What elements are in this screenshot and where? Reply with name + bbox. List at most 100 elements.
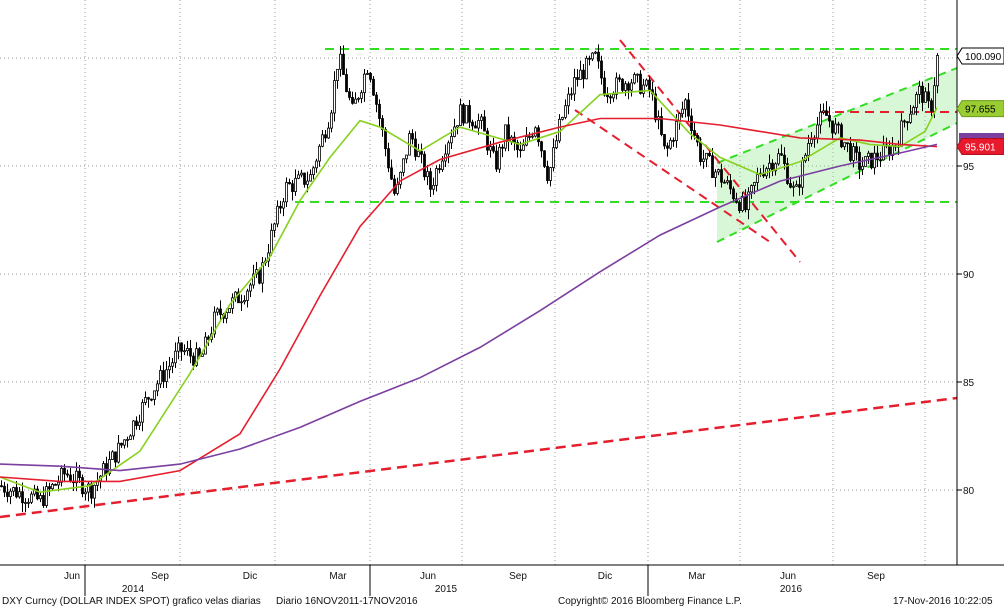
candle-body (783, 154, 786, 165)
candle-body (327, 127, 330, 139)
candle-body (585, 57, 588, 80)
candle-body (561, 116, 564, 120)
candle-body (108, 459, 111, 475)
candle-body (903, 120, 906, 123)
candle-body (660, 116, 663, 135)
candle-body (744, 195, 747, 211)
candle-body (279, 205, 282, 209)
candle-body (591, 52, 594, 60)
x-month-label: Sep (509, 571, 527, 582)
ma-line (0, 89, 938, 494)
candle-body (711, 155, 714, 178)
candle-body (33, 488, 36, 495)
candle-body (819, 111, 822, 126)
candle-body (507, 124, 510, 142)
purple-ma-badge (959, 133, 1004, 143)
candle-body (369, 73, 372, 80)
candle-body (573, 77, 576, 95)
candle-body (552, 147, 555, 168)
x-month-label: Dic (243, 571, 257, 582)
candle-body (747, 191, 750, 211)
y-tick-label: 90 (963, 270, 975, 281)
candle-body (228, 307, 231, 313)
candle-body (852, 146, 855, 161)
candle-body (126, 439, 129, 441)
price-badge-label: 95.901 (965, 143, 996, 154)
channel-upper-line (716, 67, 958, 164)
candle-body (516, 142, 519, 151)
candle-body (681, 108, 684, 115)
footer-instrument: DXY Curncy (DOLLAR INDEX SPOT) grafico v… (2, 596, 261, 607)
candle-body (627, 83, 630, 91)
candle-body (543, 150, 546, 167)
candle-body (387, 148, 390, 169)
candle-body (312, 167, 315, 175)
candle-body (177, 342, 180, 352)
candle-body (6, 491, 9, 497)
candle-body (471, 121, 474, 127)
candle-body (633, 74, 636, 84)
footer-period: Diario 16NOV2011-17NOV2016 (276, 596, 418, 607)
candle-body (486, 130, 489, 151)
candle-body (480, 116, 483, 121)
candle-body (24, 502, 27, 504)
candle-body (726, 180, 729, 183)
candle-body (528, 135, 531, 138)
candle-body (594, 51, 597, 54)
candle-body (27, 501, 30, 504)
candle-body (354, 98, 357, 104)
candle-body (81, 477, 84, 495)
candle-body (477, 120, 480, 129)
candle-body (888, 145, 891, 156)
x-month-label: Jun (420, 571, 436, 582)
price-badges: 100.090 97.655 95.901 (956, 47, 1004, 156)
candle-body (63, 467, 66, 475)
candle-body (318, 145, 321, 162)
price-badge-box (956, 100, 1004, 118)
candle-body (588, 57, 591, 60)
candle-body (330, 112, 333, 129)
candle-body (342, 53, 345, 75)
candle-body (78, 470, 81, 478)
candle-body (738, 201, 741, 212)
x-month-label: Dic (598, 571, 612, 582)
candle-body (828, 115, 831, 122)
x-year-label: 2014 (122, 584, 145, 595)
candle-body (384, 129, 387, 150)
candle-body (795, 184, 798, 187)
candle-body (378, 103, 381, 119)
candle-body (261, 262, 264, 284)
candle-body (213, 311, 216, 335)
candle-body (690, 115, 693, 131)
candle-body (291, 183, 294, 192)
candle-body (501, 146, 504, 149)
candle-body (774, 163, 777, 172)
price-badge: 100.090 (956, 47, 1004, 65)
candle-body (252, 273, 255, 286)
candle-body (141, 402, 144, 423)
candle-body (831, 120, 834, 134)
candle-body (411, 133, 414, 140)
candle-body (429, 171, 432, 190)
candle-body (105, 463, 108, 475)
candle-body (675, 121, 678, 141)
candle-body (600, 60, 603, 79)
candle-body (672, 139, 675, 142)
candle-body (645, 79, 648, 86)
candle-body (654, 93, 657, 121)
candle-body (420, 150, 423, 155)
candle-body (366, 73, 369, 75)
candle-body (777, 153, 780, 165)
candle-body (138, 421, 141, 427)
candle-body (435, 168, 438, 186)
candle-body (399, 171, 402, 185)
candle-body (189, 348, 192, 357)
candle-body (363, 73, 366, 94)
candle-body (693, 130, 696, 136)
candle-body (549, 167, 552, 181)
candle-body (360, 92, 363, 99)
candle-body (756, 174, 759, 183)
candle-body (51, 483, 54, 490)
candle-body (642, 84, 645, 94)
candle-body (822, 110, 825, 113)
